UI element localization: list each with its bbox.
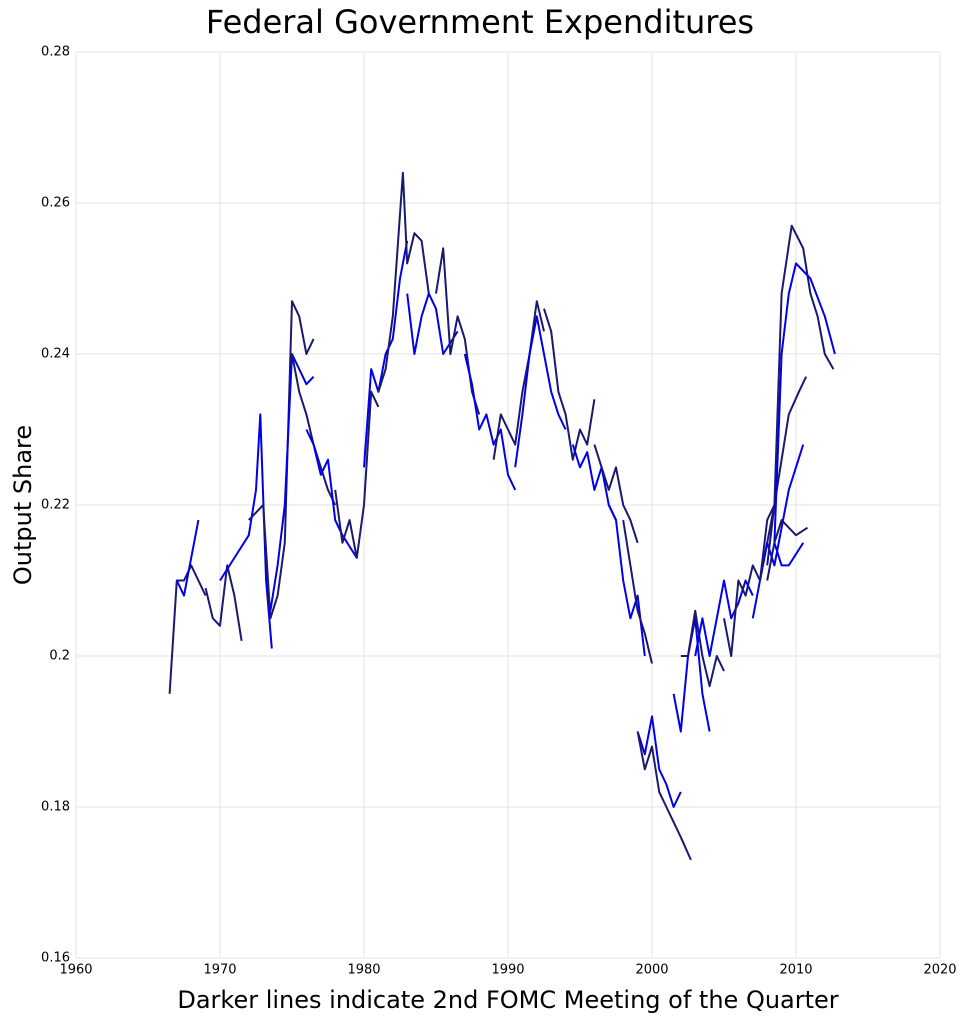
series-line (636, 715, 682, 808)
series-line (269, 353, 315, 611)
series-line (680, 609, 725, 688)
series-line (406, 292, 459, 355)
y-tick-label: 0.22 (41, 498, 70, 513)
y-tick-label: 0.28 (41, 45, 70, 60)
series-line (543, 308, 596, 461)
series-line (751, 444, 805, 619)
x-tick-label: 1960 (59, 963, 92, 978)
series-line (363, 240, 409, 468)
series-line (773, 262, 836, 543)
series-line (175, 519, 200, 597)
x-tick-label: 1990 (491, 963, 524, 978)
series-line (377, 171, 430, 393)
x-tick-label: 2000 (635, 963, 668, 978)
y-tick-label: 0.26 (41, 196, 70, 211)
series-line (291, 353, 337, 506)
series-line (759, 376, 808, 581)
series-line (636, 731, 692, 861)
series-line (334, 390, 380, 559)
y-tick-label: 0.16 (41, 951, 70, 966)
x-tick-label: 2020 (923, 963, 956, 978)
series-line (766, 224, 835, 566)
series-line (204, 564, 243, 642)
series-line (766, 519, 809, 581)
series-line (435, 247, 481, 415)
chart-title: Federal Government Expenditures (206, 3, 754, 41)
y-axis-label: Output Share (9, 425, 37, 585)
series-line (492, 300, 545, 460)
series-line (219, 413, 273, 649)
series-line (773, 542, 805, 567)
series-line (607, 504, 646, 657)
y-tick-label: 0.2 (49, 649, 70, 664)
y-tick-label: 0.18 (41, 800, 70, 815)
y-tick-label: 0.24 (41, 347, 70, 362)
series-line (305, 429, 358, 559)
x-tick-label: 1980 (347, 963, 380, 978)
series-line (248, 300, 315, 620)
series-line (622, 519, 653, 664)
series-line (168, 564, 207, 694)
x-tick-label: 2010 (779, 963, 812, 978)
x-axis-label: Darker lines indicate 2nd FOMC Meeting o… (177, 986, 838, 1014)
series-line (593, 444, 639, 544)
x-tick-label: 1970 (203, 963, 236, 978)
series-line (514, 315, 567, 468)
series-line (463, 353, 517, 491)
series-line (694, 579, 754, 657)
